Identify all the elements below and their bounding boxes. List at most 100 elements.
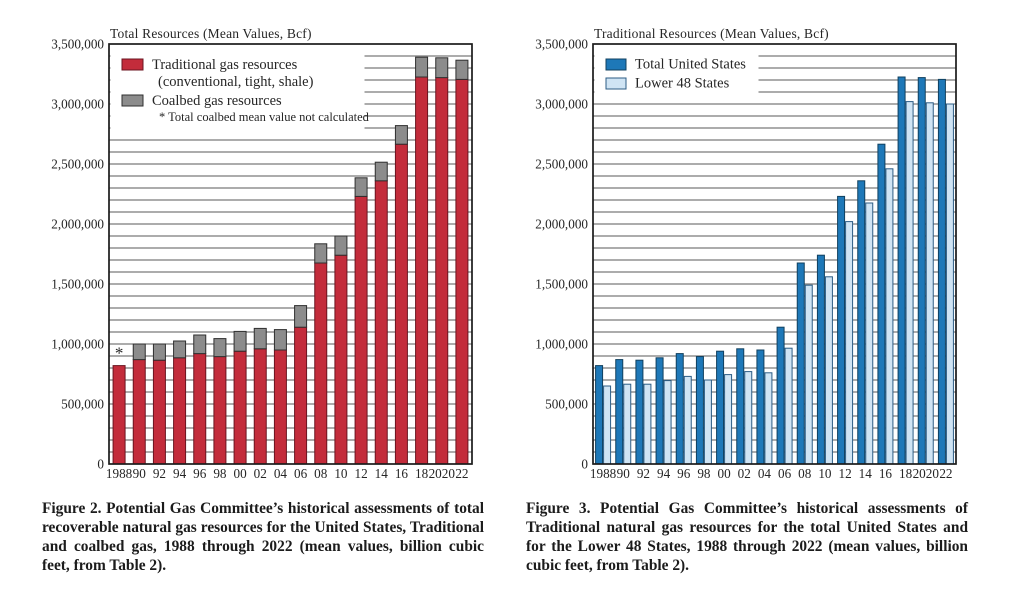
bar-total-us-2020: [917, 77, 926, 465]
legend-swatch-lower48: [605, 77, 627, 90]
fig3-x-tick-label: 12: [838, 466, 851, 481]
gridlines: [593, 55, 956, 453]
bar-coalbed-1990: [132, 343, 146, 361]
bar-lower48-2020: [925, 102, 934, 465]
bar-coalbed-1998: [213, 338, 227, 358]
fig2-x-tick-label: 2020: [429, 466, 456, 481]
chart-title-total-resources: Total Resources (Mean Values, Bcf): [110, 26, 312, 41]
fig2-x-tick-label: 98: [213, 466, 227, 481]
stacked-bars: [112, 56, 469, 465]
bar-total-us-2012: [837, 195, 846, 465]
bar-lower48-1998: [703, 379, 712, 465]
bar-lower48-2012: [845, 221, 854, 465]
fig2-y-tick-label: 3,500,000: [51, 37, 104, 52]
fig2-x-tick-label: 10: [334, 466, 348, 481]
bar-lower48-2000: [724, 374, 733, 465]
fig2-x-tick-label: 96: [193, 466, 207, 481]
fig2-x-tick-label: 92: [153, 466, 166, 481]
fig3-x-tick-label: 90: [617, 466, 631, 481]
bar-total-us-1988: [595, 365, 604, 465]
fig3-x-tick-label: 04: [758, 466, 772, 481]
bar-lower48-2022: [945, 103, 954, 465]
bar-coalbed-2018: [415, 56, 429, 78]
legend-background: [594, 45, 759, 99]
bar-lower48-1992: [643, 383, 652, 465]
fig2-x-tick-label: 22: [455, 466, 468, 481]
fig3-y-tick-label: 2,000,000: [535, 217, 588, 232]
bar-total-us-2018: [897, 76, 906, 465]
fig2-y-tick-label: 1,500,000: [51, 277, 104, 292]
fig2-y-tick-label: 2,500,000: [51, 157, 104, 172]
bar-traditional-1990: [132, 359, 146, 465]
bar-total-us-1996: [675, 353, 684, 465]
bar-lower48-2006: [784, 347, 793, 465]
bar-lower48-1990: [623, 383, 632, 465]
fig2-x-tick-label: 90: [133, 466, 147, 481]
legend-swatch-traditional: [121, 58, 144, 71]
bar-coalbed-1996: [193, 334, 207, 355]
fig3-x-tick-label: 1988: [590, 466, 617, 481]
fig2-y-tick-label: 3,000,000: [51, 97, 104, 112]
fig2-x-tick-label: 02: [254, 466, 267, 481]
fig3-x-tick-label: 98: [697, 466, 711, 481]
bar-total-us-1994: [655, 357, 664, 465]
bar-lower48-1996: [683, 375, 692, 465]
fig2-x-tick-label: 04: [274, 466, 288, 481]
fig3-x-tick-label: 14: [859, 466, 873, 481]
fig3-x-tick-label: 06: [778, 466, 792, 481]
bar-total-us-2002: [736, 348, 745, 465]
legend-label-total-us: Total United States: [635, 57, 746, 73]
bar-traditional-2020: [435, 77, 449, 465]
fig3-x-tick-label: 16: [879, 466, 893, 481]
fig2-y-tick-label: 1,000,000: [51, 337, 104, 352]
legend-background: [110, 45, 365, 133]
bar-traditional-2008: [314, 262, 328, 465]
bar-traditional-1992: [152, 359, 166, 465]
fig2-x-tick-label: 08: [314, 466, 328, 481]
fig3-x-tick-label: 94: [657, 466, 671, 481]
bar-total-us-2000: [716, 350, 725, 465]
bar-total-us-2016: [877, 143, 886, 465]
fig3-y-tick-label: 3,000,000: [535, 97, 588, 112]
bar-coalbed-2010: [334, 235, 348, 256]
bar-traditional-2010: [334, 254, 348, 465]
bar-coalbed-2014: [374, 161, 388, 182]
legend-label-coalbed: Coalbed gas resources: [152, 93, 282, 109]
bar-total-us-1992: [635, 359, 644, 465]
plot-border: [108, 43, 473, 465]
bar-coalbed-1994: [173, 340, 187, 359]
fig3-x-tick-label: 10: [818, 466, 832, 481]
bar-coalbed-2020: [435, 57, 449, 79]
fig3-x-tick-label: 96: [677, 466, 691, 481]
fig2-x-tick-label: 00: [233, 466, 247, 481]
legend-note: * Total coalbed mean value not calculate…: [159, 110, 370, 124]
bar-coalbed-2012: [354, 177, 368, 197]
bar-traditional-2018: [415, 76, 429, 465]
fig3-y-tick-label: 1,000,000: [535, 337, 588, 352]
chart-title-traditional-resources: Traditional Resources (Mean Values, Bcf): [594, 26, 829, 41]
legend-label-lower48: Lower 48 States: [635, 76, 730, 92]
bar-coalbed-2022: [455, 59, 469, 80]
figure-3-caption: Figure 3. Potential Gas Committee’s hist…: [526, 500, 968, 574]
fig3-x-tick-label: 02: [738, 466, 751, 481]
bar-coalbed-1992: [152, 343, 166, 361]
bar-traditional-1988: [112, 365, 126, 465]
bar-coalbed-2002: [253, 327, 267, 350]
bar-coalbed-2016: [394, 125, 408, 145]
bar-total-us-2006: [776, 326, 785, 465]
fig3-x-tick-label: 22: [939, 466, 952, 481]
fig3-x-tick-label: 2020: [913, 466, 940, 481]
bar-lower48-2002: [744, 371, 753, 465]
fig3-x-tick-label: 92: [637, 466, 650, 481]
fig3-x-tick-label: 18: [899, 466, 913, 481]
bar-total-us-2004: [756, 349, 765, 465]
fig3-x-tick-label: 00: [717, 466, 731, 481]
traditional-resources-chart: Total United States Lower 48 States 3,500,…: [535, 37, 957, 481]
fig2-y-tick-label: 500,000: [61, 397, 104, 412]
legend-label-traditional: Traditional gas resources: [152, 57, 298, 73]
bar-traditional-2016: [394, 143, 408, 465]
total-resources-chart: Traditional gas resources(conventional, …: [51, 37, 473, 481]
bar-lower48-2016: [885, 168, 894, 465]
bar-traditional-2002: [253, 348, 267, 465]
